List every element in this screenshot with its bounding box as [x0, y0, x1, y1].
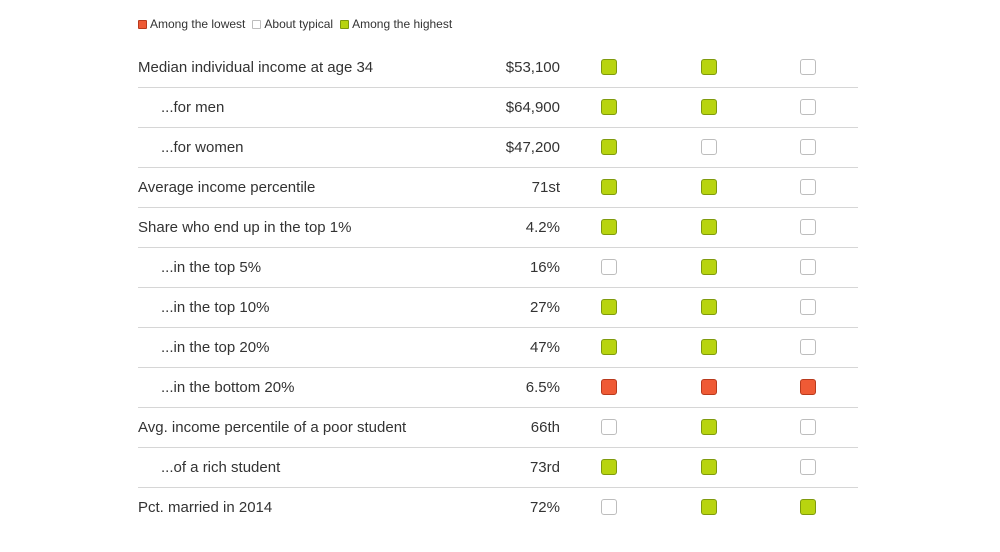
table-row: ...in the top 5% 16%: [138, 248, 858, 288]
rating-box-high: [701, 419, 717, 435]
legend-label-typical: About typical: [264, 17, 334, 31]
rating-box-typical: [800, 459, 816, 475]
legend-swatch-high: [340, 19, 350, 29]
rating-box-typical: [601, 419, 617, 435]
rating-box-low: [601, 379, 617, 395]
legend-item-high: Among the highest: [340, 17, 452, 31]
table-row: ...of a rich student 73rd: [138, 448, 858, 488]
rating-box-high: [701, 219, 717, 235]
row-value: $47,200: [505, 139, 560, 156]
rating-box-typical: [701, 139, 717, 155]
rating-box-typical: [800, 419, 816, 435]
row-label: ...in the top 10%: [161, 299, 270, 316]
rating-box-high: [701, 259, 717, 275]
row-label: ...of a rich student: [161, 459, 281, 476]
row-value: 27%: [529, 299, 560, 316]
rating-box-high: [601, 219, 617, 235]
row-value: 6.5%: [525, 379, 560, 396]
legend-label-low: Among the lowest: [150, 17, 246, 31]
rating-box-typical: [800, 339, 816, 355]
table-row: ...for men $64,900: [138, 88, 858, 128]
rating-box-typical: [800, 259, 816, 275]
rating-box-typical: [800, 179, 816, 195]
rating-box-typical: [800, 99, 816, 115]
legend-label-high: Among the highest: [352, 17, 453, 31]
legend-item-low: Among the lowest: [138, 17, 245, 31]
rating-box-high: [800, 499, 816, 515]
table-row: ...for women $47,200: [138, 128, 858, 168]
rating-box-high: [701, 59, 717, 75]
row-label: ...for women: [161, 139, 244, 156]
rating-box-typical: [601, 499, 617, 515]
row-value: 71st: [531, 179, 560, 196]
table-row: ...in the top 20% 47%: [138, 328, 858, 368]
legend-swatch-low: [138, 19, 147, 29]
table-row: Average income percentile 71st: [138, 168, 858, 208]
rating-box-high: [701, 459, 717, 475]
row-value: 47%: [529, 339, 560, 356]
rating-box-high: [701, 499, 717, 515]
row-label: ...in the top 5%: [161, 259, 262, 276]
legend-swatch-typical: [252, 19, 262, 29]
row-label: Pct. married in 2014: [138, 499, 273, 516]
row-label: Avg. income percentile of a poor student: [138, 419, 407, 436]
row-label: ...in the bottom 20%: [161, 379, 295, 396]
table-row: Median individual income at age 34 $53,10…: [138, 48, 858, 88]
rating-box-typical: [601, 259, 617, 275]
row-value: 66th: [530, 419, 560, 436]
table-row: Share who end up in the top 1% 4.2%: [138, 208, 858, 248]
rating-box-high: [601, 339, 617, 355]
rating-box-high: [601, 99, 617, 115]
row-label: Average income percentile: [138, 179, 316, 196]
metrics-table: Median individual income at age 34 $53,10…: [138, 48, 858, 528]
rating-box-high: [601, 59, 617, 75]
rating-box-high: [601, 299, 617, 315]
rating-box-typical: [800, 219, 816, 235]
table-row: Avg. income percentile of a poor student…: [138, 408, 858, 448]
rating-box-typical: [800, 299, 816, 315]
row-value: $64,900: [505, 99, 560, 116]
rating-box-low: [800, 379, 816, 395]
table-row: ...in the bottom 20% 6.5%: [138, 368, 858, 408]
table-row: ...in the top 10% 27%: [138, 288, 858, 328]
row-value: 73rd: [529, 459, 560, 476]
row-value: 16%: [529, 259, 560, 276]
row-label: ...for men: [161, 99, 225, 116]
rating-box-high: [701, 339, 717, 355]
rating-box-typical: [800, 59, 816, 75]
row-label: ...in the top 20%: [161, 339, 270, 356]
rating-box-high: [601, 139, 617, 155]
rating-box-high: [701, 299, 717, 315]
legend-item-typical: About typical: [252, 17, 333, 31]
rating-box-high: [701, 99, 717, 115]
row-label: Share who end up in the top 1%: [138, 219, 352, 236]
rating-box-high: [701, 179, 717, 195]
row-value: 4.2%: [525, 219, 560, 236]
table-row: Pct. married in 2014 72%: [138, 488, 858, 528]
rating-box-typical: [800, 139, 816, 155]
row-value: $53,100: [505, 59, 560, 76]
rating-box-low: [701, 379, 717, 395]
row-value: 72%: [529, 499, 560, 516]
row-label: Median individual income at age 34: [138, 59, 374, 76]
rating-box-high: [601, 459, 617, 475]
legend: Among the lowest About typical Among the…: [138, 15, 459, 33]
rating-box-high: [601, 179, 617, 195]
